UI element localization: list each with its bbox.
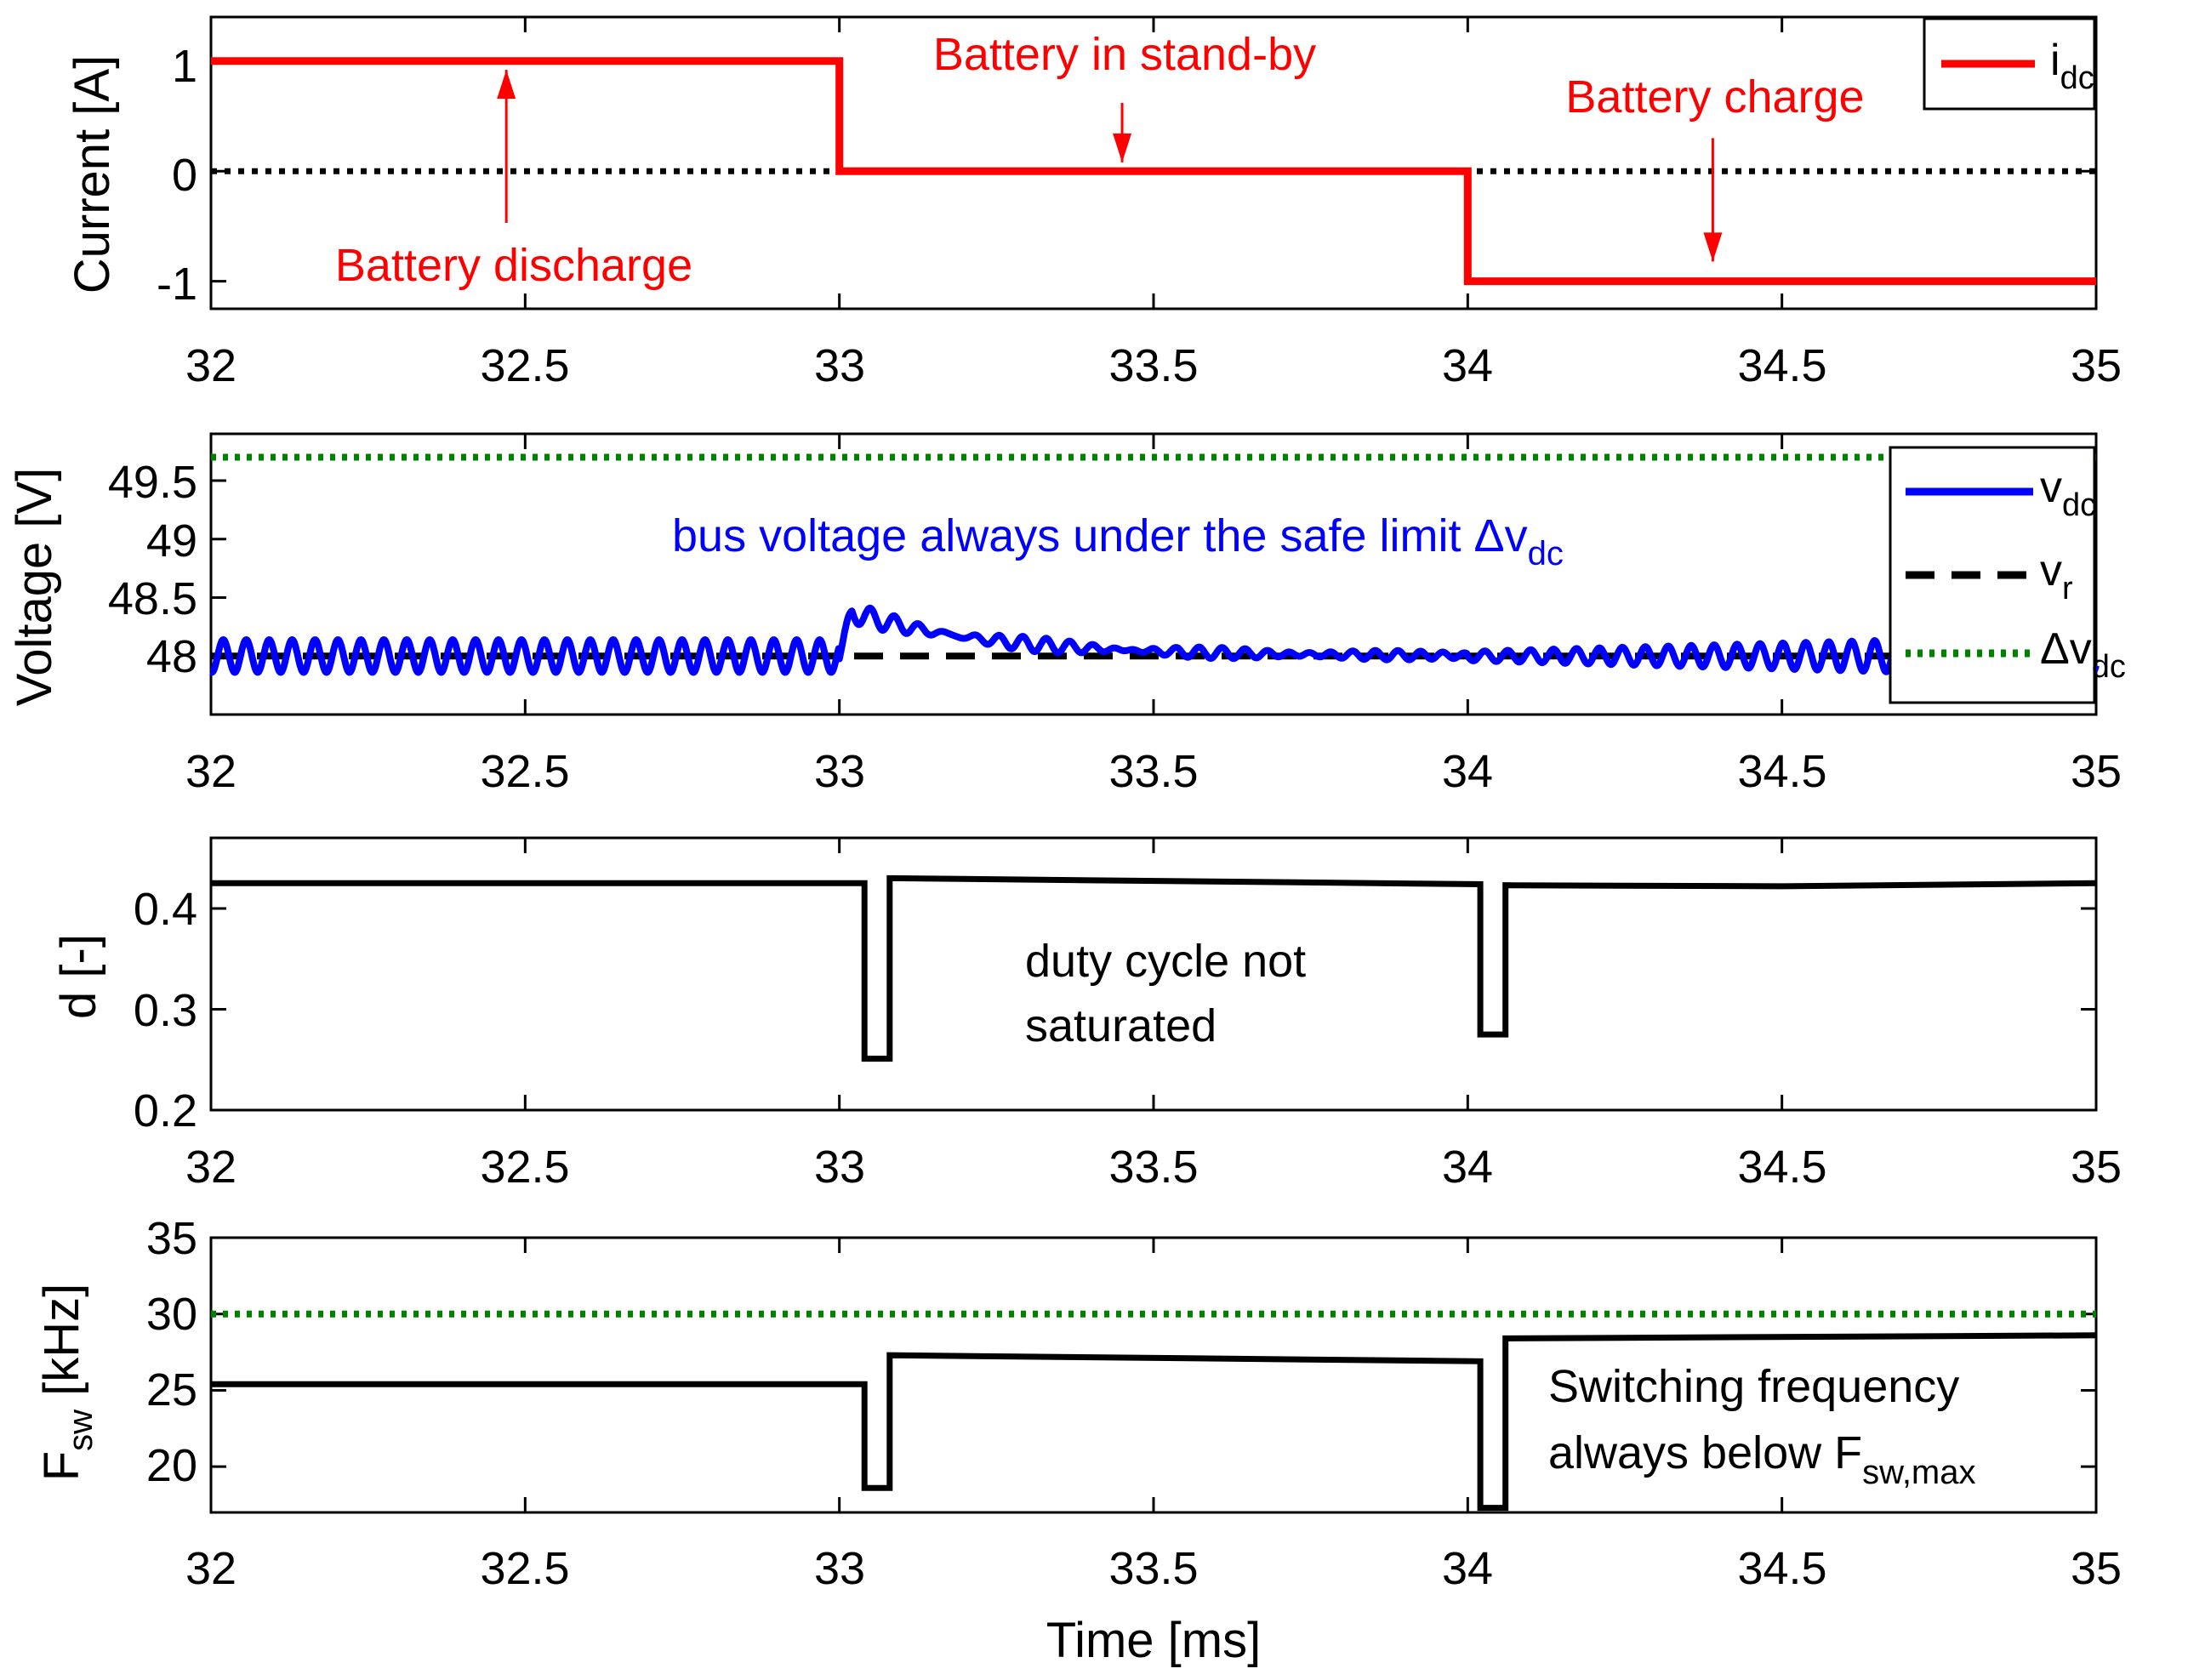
legend-vr-label: vr [2040,546,2073,607]
y-tick-label: 20 [146,1440,197,1491]
y-tick-label: 48 [146,631,197,682]
y-tick-label: 0.3 [134,985,197,1036]
x-tick-labels: 32 32.5 33 33.5 34 34.5 35 [185,340,2122,391]
annotation-bus-voltage: bus voltage always under the safe limit … [672,510,1564,572]
x-tick-label: 32.5 [480,1142,569,1193]
x-tick-label: 34.5 [1737,746,1826,797]
legend: vdc vr Δvdc [1889,446,2126,704]
x-tick-label: 34.5 [1737,1543,1826,1594]
y-tick-label: 35 [146,1213,197,1264]
annotation-battery-charge: Battery charge [1565,71,1864,122]
y-tick-label: 0 [172,150,197,201]
y-tick-label: 25 [146,1364,197,1415]
annotation-duty-line2: saturated [1025,1000,1217,1051]
x-tick-label: 34.5 [1737,1142,1826,1193]
x-tick-labels: 32 32.5 33 33.5 34 34.5 35 [185,1543,2122,1594]
x-tick-labels: 32 32.5 33 33.5 34 34.5 35 [185,746,2122,797]
voltage-panel: 48 48.5 49 49.5 32 32.5 33 33.5 34 34.5 … [7,432,2126,797]
x-tick-label: 35 [2071,1142,2122,1193]
x-tick-label: 34 [1442,1142,1493,1193]
y-tick-label: 0.2 [134,1085,197,1136]
arrow-head [1703,232,1723,262]
annotation-fsw-line2: always below Fsw,max [1548,1427,1976,1491]
current-panel: 1 0 -1 32 32.5 33 33.5 34 34.5 35 Curren… [65,15,2122,391]
x-tick-label: 32 [185,1543,236,1594]
arrow-head [1113,133,1132,162]
x-tick-label: 34 [1442,340,1493,391]
legend-dvdc-label: Δvdc [2040,624,2126,685]
x-tick-label: 33.5 [1108,340,1198,391]
y-tick-label: 0.4 [134,884,197,935]
x-tick-label: 33 [814,1543,865,1594]
fsw-panel: 20 25 30 35 32 32.5 33 33.5 34 34.5 35 F… [34,1213,2122,1594]
x-tick-label: 35 [2071,746,2122,797]
axes-box [209,1236,2098,1514]
duty-panel: 0.2 0.3 0.4 32 32.5 33 33.5 34 34.5 35 d… [51,836,2122,1193]
legend-idc-label: idc [2050,36,2094,96]
y-axis-label: d [-] [51,934,106,1019]
x-tick-label: 33.5 [1108,746,1198,797]
y-axis-label: Current [A] [65,55,120,293]
axes-box [209,432,2098,716]
x-tick-label: 33.5 [1108,1543,1198,1594]
x-axis-label: Time [ms] [1046,1613,1261,1668]
y-tick-label: 48.5 [108,573,197,624]
x-tick-label: 34 [1442,1543,1493,1594]
legend: idc [1923,17,2096,111]
y-axis-label: Voltage [V] [7,468,62,707]
y-tick-label: 49.5 [108,457,197,508]
x-tick-label: 32 [185,340,236,391]
y-tick-label: -1 [157,259,197,310]
x-tick-label: 33 [814,746,865,797]
x-tick-label: 32 [185,746,236,797]
x-tick-label: 32.5 [480,340,569,391]
x-tick-label: 35 [2071,340,2122,391]
x-tick-label: 34.5 [1737,340,1826,391]
vdc-line [208,604,2100,676]
duty-line [211,874,2097,1062]
x-tick-label: 33 [814,340,865,391]
y-axis-label: Fsw [kHz] [34,1284,100,1482]
x-tick-label: 32 [185,1142,236,1193]
x-tick-labels: 32 32.5 33 33.5 34 34.5 35 [185,1142,2122,1193]
y-tick-label: 49 [146,515,197,567]
annotation-battery-discharge: Battery discharge [335,240,692,291]
x-tick-label: 33.5 [1108,1142,1198,1193]
annotation-fsw-line1: Switching frequency [1548,1361,1959,1412]
legend-vdc-label: vdc [2040,463,2096,523]
arrow-head [497,70,516,100]
axes-box [209,15,2098,310]
x-tick-label: 32.5 [480,1543,569,1594]
y-tick-label: 1 [172,41,197,92]
x-tick-label: 33 [814,1142,865,1193]
y-tick-label: 30 [146,1289,197,1340]
tick-marks [209,838,2098,1112]
x-tick-label: 35 [2071,1543,2122,1594]
annotation-arrows [497,70,1723,262]
x-tick-label: 32.5 [480,746,569,797]
x-tick-label: 34 [1442,746,1493,797]
idc-line [211,57,2096,286]
fsw-line [211,1332,2097,1512]
annotation-battery-standby: Battery in stand-by [933,29,1316,80]
annotation-duty-line1: duty cycle not [1025,936,1306,987]
